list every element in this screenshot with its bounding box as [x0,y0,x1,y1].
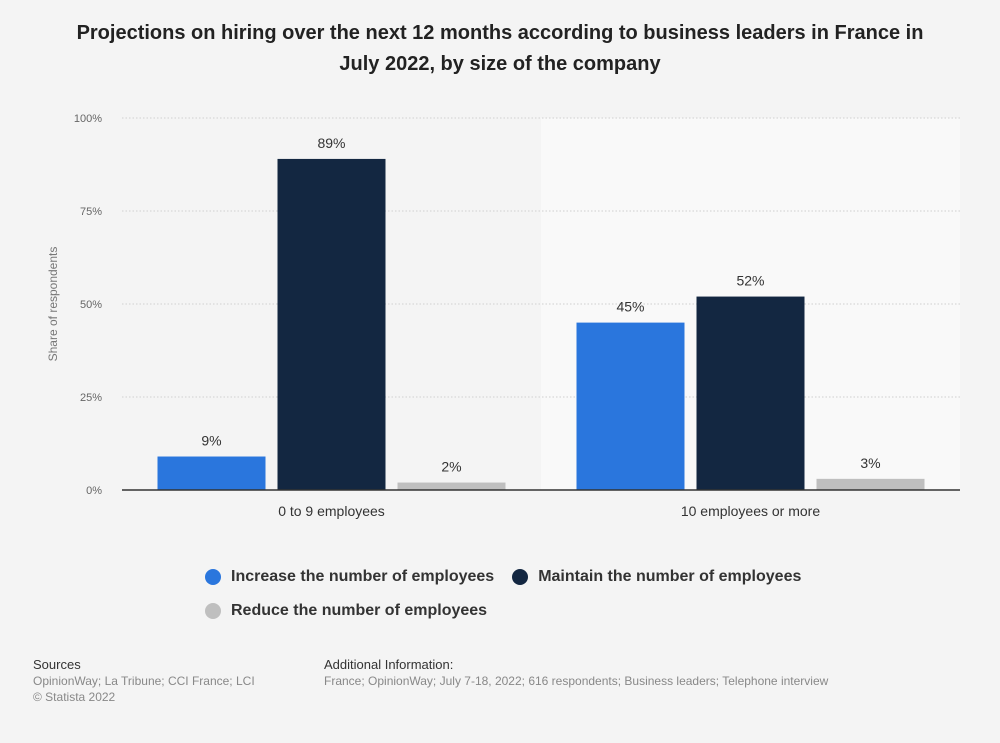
bar-maintain-1 [277,158,386,491]
bar-chart: 0% 25% 50% 75% 100% Share of respondents 9% 89%… [46,113,960,519]
sources-list: OpinionWay; La Tribune; CCI France; LCI [33,674,255,688]
data-label: 9% [201,433,221,449]
additional-info-text: France; OpinionWay; July 7-18, 2022; 616… [324,674,829,688]
legend-swatch-reduce [205,603,221,619]
additional-info-heading: Additional Information: [324,657,454,672]
data-label: 2% [441,459,461,475]
legend-swatch-maintain [512,569,529,585]
bar-reduce-2 [816,478,925,490]
copyright-text: © Statista 2022 [33,690,116,704]
data-label: 45% [616,299,644,315]
data-label: 52% [736,273,764,289]
y-tick-label: 25% [80,392,102,404]
bar-reduce-1 [397,482,506,490]
x-tick-label: 10 employees or more [681,503,821,519]
legend-label-maintain: Maintain the number of employees [538,568,802,585]
y-axis-label: Share of respondents [46,247,60,362]
legend-label-reduce: Reduce the number of employees [231,602,488,619]
legend-item-reduce[interactable]: Reduce the number of employees [205,600,487,622]
data-label: 3% [860,455,880,471]
sources-block: Sources OpinionWay; La Tribune; CCI Fran… [33,657,255,705]
chart-legend: Increase the number of employees Maintai… [205,566,845,622]
y-tick-label: 0% [86,485,102,497]
legend-label-increase: Increase the number of employees [231,568,495,585]
sources-heading: Sources [33,657,81,672]
additional-info-block: Additional Information: France; OpinionW… [324,657,828,689]
legend-item-maintain[interactable]: Maintain the number of employees [512,566,801,588]
legend-item-increase[interactable]: Increase the number of employees [205,566,494,588]
bar-maintain-2 [696,296,805,490]
bar-increase-1 [157,456,266,490]
legend-swatch-increase [205,569,221,585]
bar-increase-2 [576,322,685,490]
y-tick-label: 50% [80,299,102,311]
y-tick-label: 100% [74,113,102,125]
chart-title: Projections on hiring over the next 12 m… [76,22,924,75]
y-tick-label: 75% [80,206,102,218]
data-label: 89% [317,135,345,151]
x-tick-label: 0 to 9 employees [278,503,385,519]
